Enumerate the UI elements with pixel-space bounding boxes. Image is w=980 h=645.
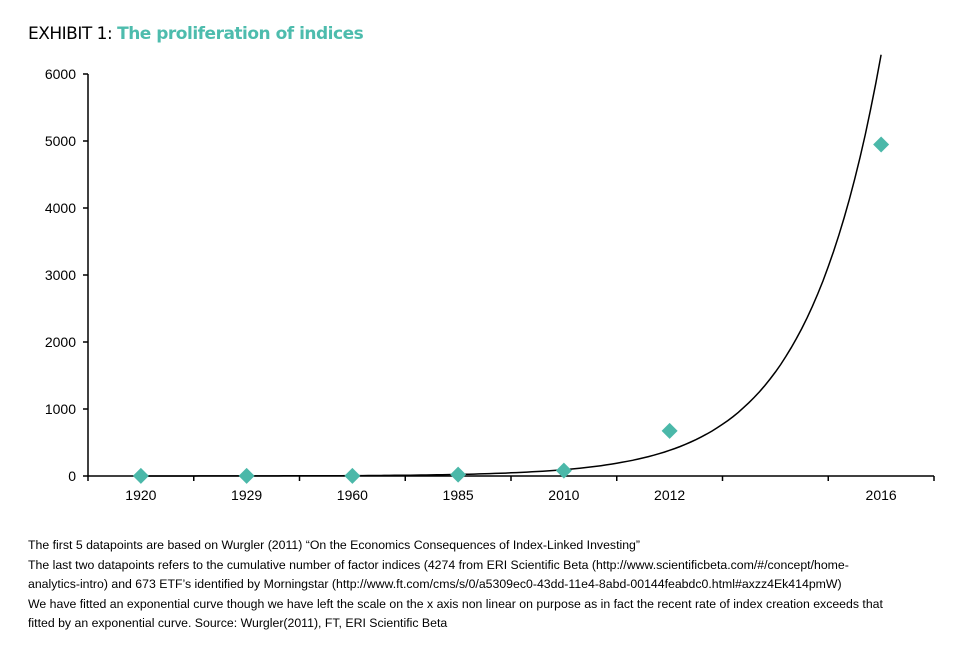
footnotes: The first 5 datapoints are based on Wurg… (28, 536, 968, 634)
y-tick-label: 4000 (45, 200, 76, 216)
x-tick-label: 1920 (125, 487, 156, 503)
x-tick-label: 2010 (548, 487, 579, 503)
y-tick-label: 5000 (45, 133, 76, 149)
x-tick-label: 1960 (337, 487, 368, 503)
footnote-line: The last two datapoints refers to the cu… (28, 557, 849, 572)
x-tick-label: 2016 (866, 487, 897, 503)
y-tick-label: 2000 (45, 334, 76, 350)
chart: 0 1000 2000 3000 4000 5000 6000 1920 1929 1960 198… (45, 54, 935, 503)
data-point-1985 (450, 466, 467, 483)
x-tick-label: 2012 (654, 487, 685, 503)
y-tick-label: 1000 (45, 401, 76, 417)
exhibit-label: EXHIBIT 1: (28, 24, 118, 44)
exponential-trendline (140, 54, 882, 477)
y-tick-label: 6000 (45, 66, 76, 82)
footnote-line: analytics-intro) and 673 ETF’s identifie… (28, 577, 842, 592)
data-point-1960 (344, 467, 361, 484)
footnote-line: fitted by an exponential curve. Source: … (28, 616, 448, 631)
chart-title: EXHIBIT 1: The proliferation of indices (28, 24, 364, 44)
data-point-1929 (238, 467, 255, 484)
title-text: The proliferation of indices (117, 24, 364, 44)
data-point-2016 (873, 136, 890, 153)
data-point-2010 (555, 462, 572, 479)
x-tick-label: 1985 (443, 487, 474, 503)
footnote-line: We have fitted an exponential curve thou… (28, 596, 883, 611)
x-tick-label: 1929 (231, 487, 262, 503)
data-point-2012 (661, 422, 678, 439)
y-tick-label: 0 (68, 468, 76, 484)
footnote-line: The first 5 datapoints are based on Wurg… (28, 538, 640, 552)
y-tick-label: 3000 (45, 267, 76, 283)
data-point-1920 (132, 467, 149, 484)
